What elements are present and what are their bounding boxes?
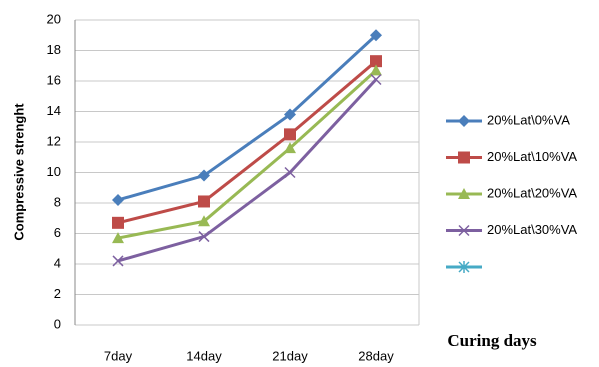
- legend-marker: [458, 224, 470, 237]
- y-tick-label: 2: [54, 286, 61, 301]
- marker: [370, 55, 382, 68]
- marker: [112, 232, 124, 244]
- legend-marker: [458, 115, 470, 127]
- series-line: [117, 78, 378, 263]
- y-tick-label: 12: [47, 133, 61, 148]
- marker: [112, 255, 124, 267]
- marker: [370, 29, 382, 42]
- y-axis-label: Compressive strenght: [11, 103, 26, 241]
- series-line: [117, 60, 377, 225]
- y-tick-label: 0: [54, 316, 61, 331]
- marker: [284, 142, 296, 154]
- x-tick-label: 28day: [358, 348, 394, 363]
- marker: [284, 108, 296, 121]
- y-tick-label: 4: [54, 255, 61, 270]
- series-line: [117, 34, 378, 202]
- x-axis-label: Curing days: [447, 331, 537, 350]
- legend-label: 20%Lat\20%VA: [487, 185, 577, 200]
- marker: [370, 64, 382, 76]
- y-tick-label: 6: [54, 225, 61, 240]
- x-tick-label: 7day: [104, 348, 133, 363]
- y-tick-label: 14: [47, 103, 61, 118]
- marker: [112, 216, 124, 229]
- legend-label: 20%Lat\0%VA: [487, 112, 570, 127]
- legend-label: 20%Lat\10%VA: [487, 149, 577, 164]
- y-tick-label: 16: [47, 72, 61, 87]
- y-tick-label: 10: [47, 164, 61, 179]
- series-line: [117, 69, 378, 240]
- legend-marker: [458, 261, 470, 273]
- marker: [370, 73, 382, 86]
- legend-marker: [458, 151, 470, 164]
- marker: [198, 231, 210, 243]
- marker: [198, 215, 210, 227]
- x-tick-label: 14day: [186, 348, 222, 363]
- marker: [284, 166, 296, 179]
- legend-marker: [458, 188, 470, 199]
- marker: [112, 193, 124, 206]
- marker: [284, 128, 296, 141]
- y-tick-label: 8: [54, 194, 61, 209]
- marker: [198, 195, 210, 208]
- x-tick-label: 21day: [272, 348, 308, 363]
- marker: [198, 169, 210, 182]
- legend-label: 20%Lat\30%VA: [487, 222, 577, 237]
- y-tick-label: 20: [47, 11, 61, 26]
- y-tick-label: 18: [47, 42, 61, 57]
